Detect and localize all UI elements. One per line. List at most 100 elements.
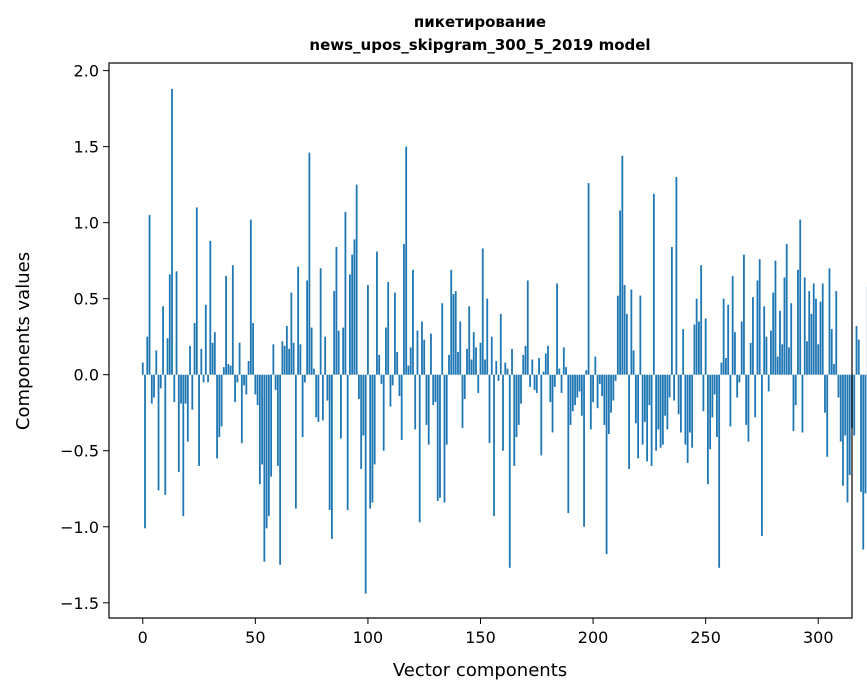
bar [666, 374, 669, 430]
bar [641, 374, 644, 445]
bar [279, 374, 282, 565]
bar [643, 374, 646, 422]
bar [195, 207, 198, 375]
bar [819, 301, 822, 375]
bar [416, 330, 419, 375]
bar [659, 374, 662, 448]
bar [821, 283, 824, 375]
bar [337, 330, 340, 375]
bar [835, 291, 838, 375]
bar [182, 374, 185, 517]
bar [761, 374, 763, 536]
bar [664, 374, 667, 416]
bar [439, 374, 441, 498]
bar [788, 347, 790, 375]
bar [317, 374, 320, 422]
bar [396, 351, 399, 375]
bar [261, 374, 263, 465]
bar [405, 146, 408, 375]
bar [157, 374, 160, 491]
bar [351, 254, 354, 375]
bar [567, 374, 570, 514]
bar [560, 374, 563, 393]
bar [794, 374, 797, 406]
chart-title-line-2: news_upos_skipgram_300_5_2019 model [309, 36, 650, 54]
bar [711, 374, 714, 418]
bar [517, 374, 520, 425]
bar [430, 333, 432, 375]
bar [265, 374, 268, 529]
bar [779, 310, 781, 375]
bar [628, 374, 630, 469]
bar [679, 374, 682, 433]
bar [297, 266, 300, 375]
bar [585, 370, 588, 375]
bar [848, 374, 851, 476]
bar [587, 183, 590, 375]
bar [776, 356, 779, 375]
bar [722, 298, 725, 375]
bar [466, 348, 468, 375]
bar [294, 374, 297, 509]
y-axis-ticks: −1.5 −1.0 −0.5 0.0 0.5 1.0 1.5 2.0 [60, 62, 109, 613]
bar [144, 374, 146, 529]
bar [484, 359, 486, 375]
bar [472, 332, 475, 375]
bar [646, 374, 649, 462]
x-tick-label: 250 [690, 628, 721, 647]
bar [704, 318, 707, 375]
bar [864, 374, 867, 494]
bar [398, 374, 401, 396]
bar [434, 374, 437, 403]
bar [709, 374, 712, 450]
bar [513, 374, 516, 466]
bar [344, 212, 347, 375]
x-axis-ticks: 0 50 100 150 200 250 300 [138, 618, 834, 647]
bar [382, 374, 385, 451]
bar [321, 374, 324, 421]
bar [515, 374, 518, 438]
bar [792, 374, 795, 431]
bar [191, 374, 194, 410]
bar [274, 374, 277, 390]
bar [218, 374, 221, 438]
bar [173, 374, 176, 403]
bar [533, 374, 536, 390]
bar [745, 374, 748, 425]
bar [254, 374, 257, 395]
bar [283, 345, 286, 375]
bar [686, 374, 689, 463]
bar [785, 243, 788, 375]
bar [524, 345, 527, 375]
bar [529, 374, 531, 387]
bar [743, 254, 745, 375]
bar [698, 321, 700, 375]
bar [292, 342, 295, 375]
bar [328, 374, 331, 511]
bar [682, 329, 685, 375]
bar [461, 374, 464, 428]
bar [376, 251, 378, 375]
bar [209, 240, 212, 375]
bar [619, 210, 621, 375]
bar [490, 336, 493, 375]
bar [171, 88, 173, 375]
bar [164, 374, 167, 495]
bar [400, 374, 403, 441]
bar [648, 374, 651, 406]
bar [718, 374, 721, 568]
bar [677, 374, 680, 415]
bar [290, 292, 293, 375]
bar [335, 246, 338, 375]
bar [186, 374, 189, 442]
bar [578, 374, 581, 392]
bar [238, 342, 241, 375]
bar [614, 374, 617, 381]
bar [675, 177, 678, 375]
bar [213, 332, 216, 375]
bar [612, 374, 615, 401]
y-tick-label: 1.5 [74, 138, 99, 157]
bar [668, 374, 671, 398]
bar [846, 374, 849, 503]
